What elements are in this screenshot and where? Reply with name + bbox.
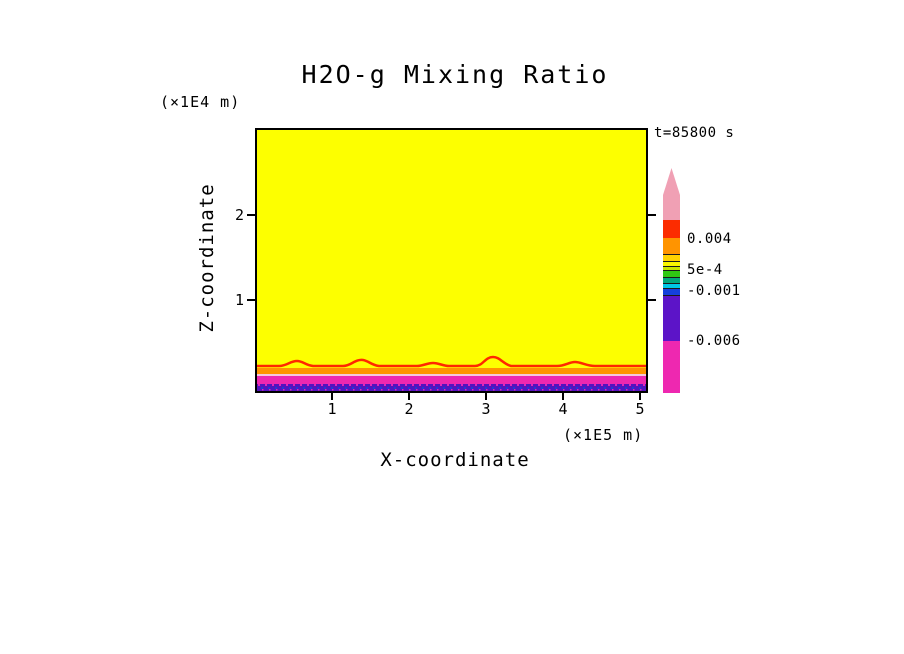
colorbar-segment-1 bbox=[663, 195, 680, 220]
colorbar-segment-3 bbox=[663, 238, 680, 254]
colorbar-segment-12 bbox=[663, 341, 680, 393]
y-axis-unit-label: (×1E4 m) bbox=[160, 93, 241, 111]
colorbar-segment-8 bbox=[663, 277, 680, 283]
colorbar-arrow-tip bbox=[663, 168, 680, 195]
x-axis-title: X-coordinate bbox=[380, 449, 530, 471]
colorbar-label-0.004: 0.004 bbox=[687, 231, 732, 247]
band-orange-layer bbox=[257, 368, 646, 375]
x-tick-mark-3 bbox=[485, 393, 487, 400]
timestamp-label: t=85800 s bbox=[654, 125, 735, 141]
colorbar-segment-10 bbox=[663, 288, 680, 295]
colorbar-segment-6 bbox=[663, 266, 680, 270]
x-tick-mark-1 bbox=[331, 393, 333, 400]
colorbar-segment-2 bbox=[663, 220, 680, 238]
colorbar-label--0.006: -0.006 bbox=[687, 333, 741, 349]
band-pale-layer bbox=[257, 374, 646, 377]
y-tick-label-1: 1 bbox=[234, 291, 244, 309]
plot-area bbox=[255, 128, 648, 393]
band-purple-speckle-layer bbox=[257, 384, 646, 391]
y-tick-label-2: 2 bbox=[234, 206, 244, 224]
x-tick-mark-5 bbox=[639, 393, 641, 400]
x-tick-label-1: 1 bbox=[327, 400, 337, 418]
colorbar-segment-9 bbox=[663, 283, 680, 288]
x-tick-label-5: 5 bbox=[635, 400, 645, 418]
x-tick-label-4: 4 bbox=[558, 400, 568, 418]
x-tick-label-2: 2 bbox=[404, 400, 414, 418]
red-contour-line bbox=[257, 355, 646, 368]
band-magenta-layer bbox=[257, 376, 646, 384]
x-tick-mark-2 bbox=[408, 393, 410, 400]
x-tick-label-3: 3 bbox=[481, 400, 491, 418]
heatmap-svg bbox=[257, 130, 646, 391]
x-axis-unit-label: (×1E5 m) bbox=[563, 426, 644, 444]
field-yellow-layer bbox=[257, 130, 646, 391]
colorbar-segment-7 bbox=[663, 270, 680, 277]
chart-title: H2O-g Mixing Ratio bbox=[301, 60, 609, 89]
colorbar-label--0.001: -0.001 bbox=[687, 283, 741, 299]
y-tick-mark-left-2 bbox=[247, 214, 255, 216]
colorbar-label-5e-4: 5e-4 bbox=[687, 262, 723, 278]
colorbar-segment-11 bbox=[663, 295, 680, 341]
colorbar-segment-4 bbox=[663, 254, 680, 261]
y-axis-title: Z-coordinate bbox=[196, 183, 218, 333]
colorbar bbox=[663, 168, 680, 393]
x-tick-mark-4 bbox=[562, 393, 564, 400]
y-tick-mark-left-1 bbox=[247, 299, 255, 301]
y-tick-mark-right-2 bbox=[648, 214, 656, 216]
colorbar-segment-5 bbox=[663, 261, 680, 266]
y-tick-mark-right-1 bbox=[648, 299, 656, 301]
